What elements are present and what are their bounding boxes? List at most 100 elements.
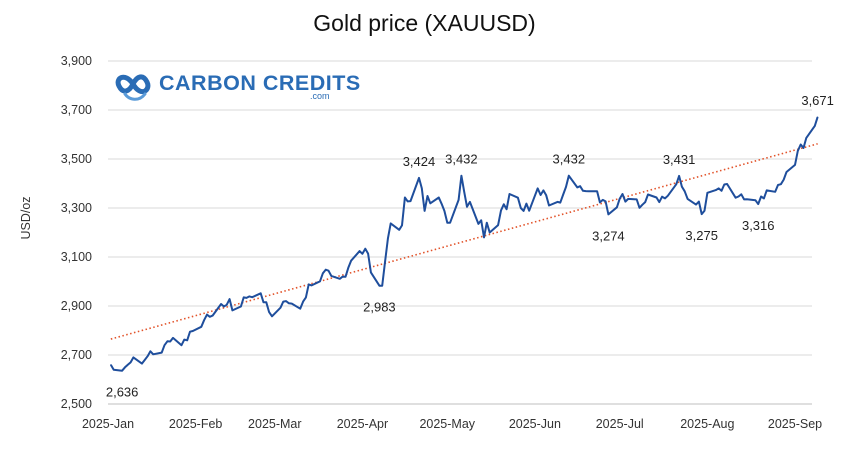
data-point [361, 253, 364, 255]
data-point [542, 189, 544, 191]
data-point [325, 269, 327, 271]
data-label: 3,274 [592, 228, 625, 243]
data-point [607, 213, 610, 215]
x-tick-label: 2025-Mar [248, 417, 302, 431]
data-label: 3,275 [685, 228, 718, 243]
data-point [508, 193, 511, 195]
data-point [667, 195, 669, 197]
data-point [390, 222, 392, 225]
data-point [684, 190, 686, 192]
data-point [800, 143, 802, 146]
data-point [421, 187, 423, 189]
data-point [367, 252, 369, 255]
data-point [588, 190, 590, 192]
data-point [189, 331, 191, 333]
data-point [243, 296, 245, 299]
data-point [797, 150, 799, 152]
data-point [774, 191, 776, 193]
x-tick-label: 2025-Jul [596, 417, 644, 431]
data-point [200, 326, 202, 328]
data-point [268, 311, 270, 313]
data-point [596, 190, 598, 192]
data-point [291, 302, 293, 305]
logo-subtext: .com [310, 91, 330, 101]
data-point [310, 284, 313, 287]
data-point [124, 366, 126, 368]
data-point [384, 260, 386, 263]
data-point [144, 359, 146, 361]
data-point [299, 308, 301, 310]
data-point [785, 171, 788, 173]
data-point [226, 304, 228, 306]
data-point [339, 278, 341, 280]
data-point [718, 187, 720, 189]
data-point [169, 340, 171, 343]
annotations: 2,636 2,983 3,424 3,432 3,432 3,274 3,431 3,275… [106, 93, 834, 400]
data-point [604, 200, 607, 202]
data-label: 3,432 [553, 152, 586, 167]
data-point [794, 164, 796, 166]
data-point [757, 203, 759, 205]
data-point [407, 200, 409, 202]
data-label: 3,432 [445, 152, 478, 167]
data-point [723, 183, 725, 186]
data-point [568, 175, 570, 177]
data-point [556, 201, 559, 203]
data-point [223, 305, 225, 308]
data-point [231, 309, 233, 312]
data-point [409, 200, 412, 202]
data-point [141, 362, 143, 365]
data-point [288, 302, 290, 304]
data-point [641, 204, 643, 206]
data-point [404, 196, 406, 199]
data-point [305, 296, 307, 299]
data-point [805, 137, 807, 139]
data-point [477, 223, 479, 225]
data-point [506, 208, 508, 210]
logo-text: CARBON CREDITS [159, 71, 361, 95]
data-point [539, 194, 542, 196]
y-tick-label: 3,900 [61, 54, 92, 68]
data-point [483, 236, 485, 238]
y-tick-label: 2,500 [61, 397, 92, 411]
data-point [503, 203, 505, 205]
data-point [342, 276, 344, 278]
data-point [163, 344, 166, 346]
data-point [522, 210, 525, 212]
data-point [585, 190, 587, 192]
y-tick-label: 2,900 [61, 299, 92, 313]
y-tick-label: 3,500 [61, 152, 92, 166]
data-point [559, 202, 561, 204]
data-point [279, 307, 282, 309]
data-point [364, 248, 366, 250]
data-point [466, 206, 468, 208]
data-point [240, 305, 242, 308]
x-tick-label: 2025-Jun [509, 417, 561, 431]
data-label: 3,316 [742, 218, 775, 233]
data-point [192, 330, 194, 332]
data-label: 2,636 [106, 385, 139, 400]
data-label: 3,671 [801, 93, 834, 108]
data-point [172, 337, 174, 339]
carbon-credits-logo: CARBON CREDITS .com [115, 71, 361, 101]
data-point [664, 197, 666, 200]
data-point [763, 197, 765, 200]
data-point [565, 186, 567, 188]
data-point [209, 316, 211, 318]
data-point [686, 198, 689, 200]
data-point [500, 209, 502, 212]
y-axis-ticks: 2,500 2,700 2,900 3,100 3,300 3,500 3,700 3,900 [61, 54, 92, 411]
data-point [737, 195, 740, 198]
data-point [359, 250, 361, 252]
data-point [735, 197, 737, 199]
data-point [302, 300, 304, 303]
data-point [401, 224, 403, 226]
data-point [766, 189, 768, 191]
data-point [330, 275, 332, 277]
data-point [814, 125, 816, 127]
data-point [619, 198, 621, 200]
data-point [113, 369, 115, 371]
data-point [446, 222, 448, 224]
data-point [443, 210, 446, 212]
data-point [621, 193, 624, 195]
